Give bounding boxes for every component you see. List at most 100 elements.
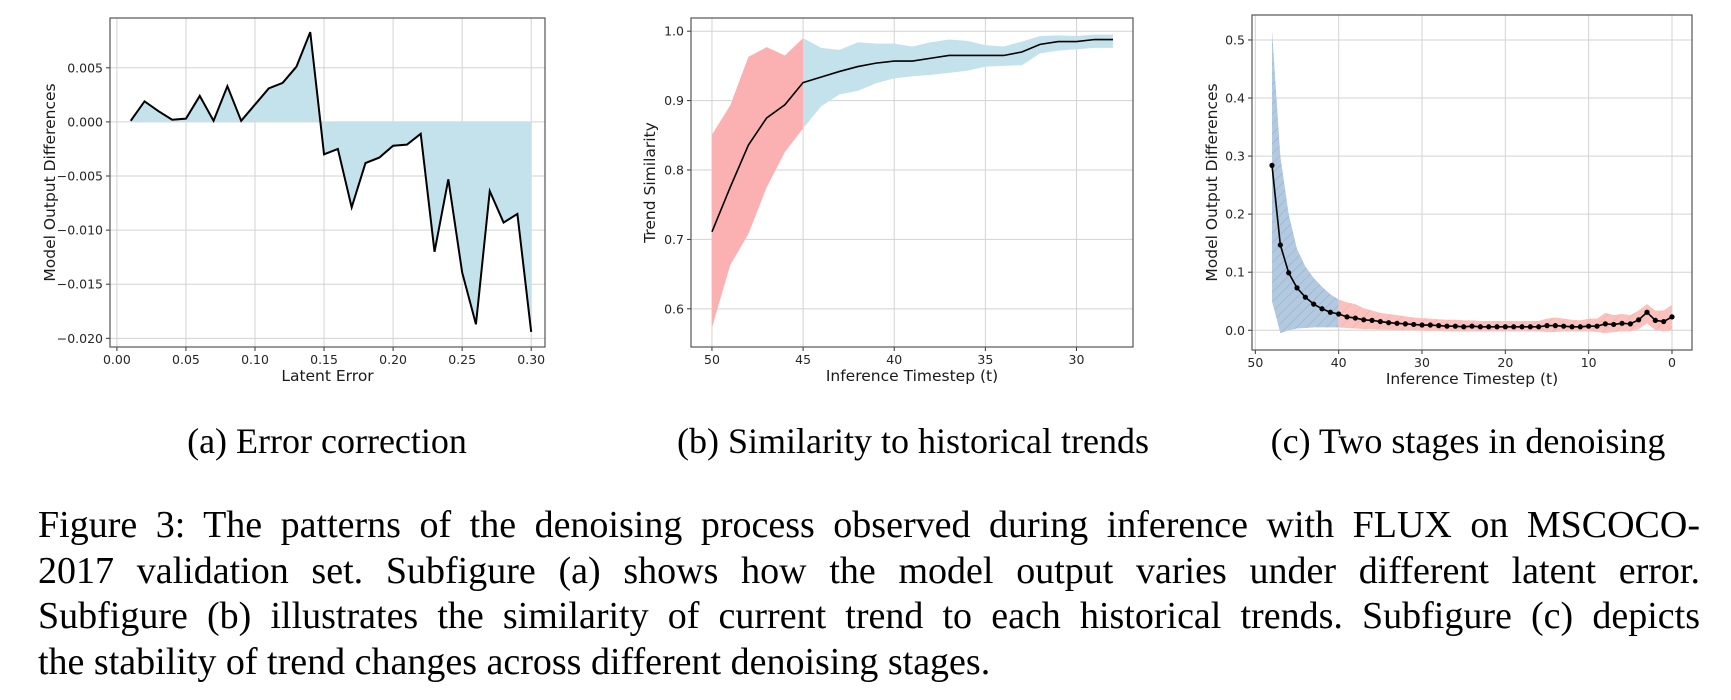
data-point xyxy=(1277,242,1283,248)
data-point xyxy=(1386,320,1392,326)
data-point xyxy=(1569,324,1575,330)
data-point xyxy=(1527,324,1533,330)
x-tick-label: 0.00 xyxy=(103,352,131,367)
axes-frame xyxy=(690,17,1134,348)
y-tick-label: 0.005 xyxy=(67,60,103,75)
data-point xyxy=(1594,323,1600,329)
data-point xyxy=(1469,323,1475,329)
data-point xyxy=(1611,321,1617,328)
band-late-stage xyxy=(803,34,1113,129)
y-tick-label: 0.2 xyxy=(1225,207,1245,222)
y-axis-label: Model Output Differences xyxy=(41,83,59,281)
x-tick-label: 0.15 xyxy=(310,352,338,367)
band-early-stage xyxy=(1272,30,1339,334)
caption-line: 2017 validation set. Subfigure (a) shows… xyxy=(38,549,1700,592)
chart-error-correction: 0.00 0.05 0.10 0.15 0.20 0.25 0.30 0.005 0.000 −0… xyxy=(41,17,546,385)
data-point xyxy=(1552,323,1558,329)
y-tick-label: 0.7 xyxy=(664,232,684,247)
data-point xyxy=(1427,322,1433,328)
data-point xyxy=(1377,318,1383,325)
x-tick-label: 0.25 xyxy=(448,352,476,367)
data-point xyxy=(1369,317,1375,323)
x-tick-label: 10 xyxy=(1581,355,1597,370)
caption-line: Subfigure (b) illustrates the similarity… xyxy=(38,595,1700,637)
mean-line xyxy=(711,38,1113,233)
y-axis-label: Model Output Differences xyxy=(1203,83,1221,281)
x-tick-label: 0 xyxy=(1668,355,1676,370)
data-point xyxy=(1636,317,1642,323)
chart-two-stages: 50 40 30 20 10 0 0.0 0.1 0.2 0.3 0.4 0.5 Inference T… xyxy=(1203,14,1693,388)
caption-line: the stability of trend changes across di… xyxy=(38,640,991,683)
x-tick-label: 0.20 xyxy=(379,352,407,367)
data-point xyxy=(1511,324,1517,330)
x-tick-label: 40 xyxy=(886,352,902,367)
y-tick-label: −0.020 xyxy=(57,331,103,346)
data-point xyxy=(1669,314,1675,320)
data-point xyxy=(1602,321,1608,327)
data-point xyxy=(1561,323,1567,329)
y-tick-label: 0.8 xyxy=(664,163,684,178)
x-tick-label: 40 xyxy=(1331,355,1347,370)
data-point xyxy=(1311,301,1317,307)
y-tick-label: 1.0 xyxy=(664,24,684,39)
series-line xyxy=(129,31,533,332)
data-point xyxy=(1619,320,1625,326)
y-tick-label: 0.1 xyxy=(1225,265,1245,280)
data-point xyxy=(1477,324,1483,330)
y-tick-label: 0.0 xyxy=(1225,323,1245,338)
x-tick-label: 0.30 xyxy=(517,352,545,367)
subcaption-a: (a) Error correction xyxy=(187,421,467,461)
data-point xyxy=(1494,324,1500,330)
data-point xyxy=(1352,315,1358,321)
chart-trend-similarity: 50 45 40 35 30 0.6 0.7 0.8 0.9 1.0 Inference Times… xyxy=(641,17,1134,385)
area-fill xyxy=(130,32,532,332)
y-tick-label: −0.005 xyxy=(57,169,103,184)
x-tick-label: 50 xyxy=(704,352,720,367)
data-point xyxy=(1394,320,1400,326)
subcaption-b: (b) Similarity to historical trends xyxy=(677,421,1149,461)
x-axis-label: Inference Timestep (t) xyxy=(1386,370,1558,388)
data-point xyxy=(1402,321,1408,327)
x-tick-label: 0.10 xyxy=(241,352,269,367)
axes-frame xyxy=(1251,14,1693,351)
data-point xyxy=(1444,323,1450,329)
data-point xyxy=(1652,317,1658,323)
data-point xyxy=(1644,309,1650,315)
data-point xyxy=(1336,311,1342,317)
x-axis-label: Latent Error xyxy=(281,367,374,385)
caption-line: Figure 3: The patterns of the denoising … xyxy=(38,504,1700,546)
data-point xyxy=(1502,324,1508,330)
y-tick-label: 0.000 xyxy=(67,114,103,129)
y-tick-label: 0.3 xyxy=(1225,149,1245,164)
data-point xyxy=(1436,323,1442,329)
data-point xyxy=(1577,324,1583,330)
data-point xyxy=(1536,324,1542,330)
y-tick-label: 0.5 xyxy=(1225,32,1245,47)
axes-frame xyxy=(109,17,546,348)
data-point xyxy=(1319,306,1325,312)
x-tick-label: 50 xyxy=(1247,355,1263,370)
data-point xyxy=(1452,323,1458,329)
band-early-stage xyxy=(711,38,804,328)
y-tick-label: −0.010 xyxy=(57,223,103,238)
data-point xyxy=(1519,324,1525,330)
data-point xyxy=(1486,324,1492,330)
data-point xyxy=(1294,285,1300,291)
x-tick-label: 45 xyxy=(795,352,811,367)
x-tick-label: 35 xyxy=(977,352,993,367)
data-point xyxy=(1661,318,1667,325)
data-point xyxy=(1411,321,1417,328)
x-tick-label: 0.05 xyxy=(172,352,200,367)
y-tick-label: −0.015 xyxy=(57,277,103,292)
x-axis-label: Inference Timestep (t) xyxy=(826,367,998,385)
data-point xyxy=(1419,322,1425,328)
y-tick-label: 0.4 xyxy=(1225,91,1245,106)
x-tick-label: 20 xyxy=(1497,355,1513,370)
data-point xyxy=(1544,323,1550,329)
data-point xyxy=(1344,314,1350,320)
x-tick-label: 30 xyxy=(1069,352,1085,367)
data-point xyxy=(1269,162,1275,168)
data-point xyxy=(1302,294,1308,300)
subcaption-c: (c) Two stages in denoising xyxy=(1270,421,1666,461)
